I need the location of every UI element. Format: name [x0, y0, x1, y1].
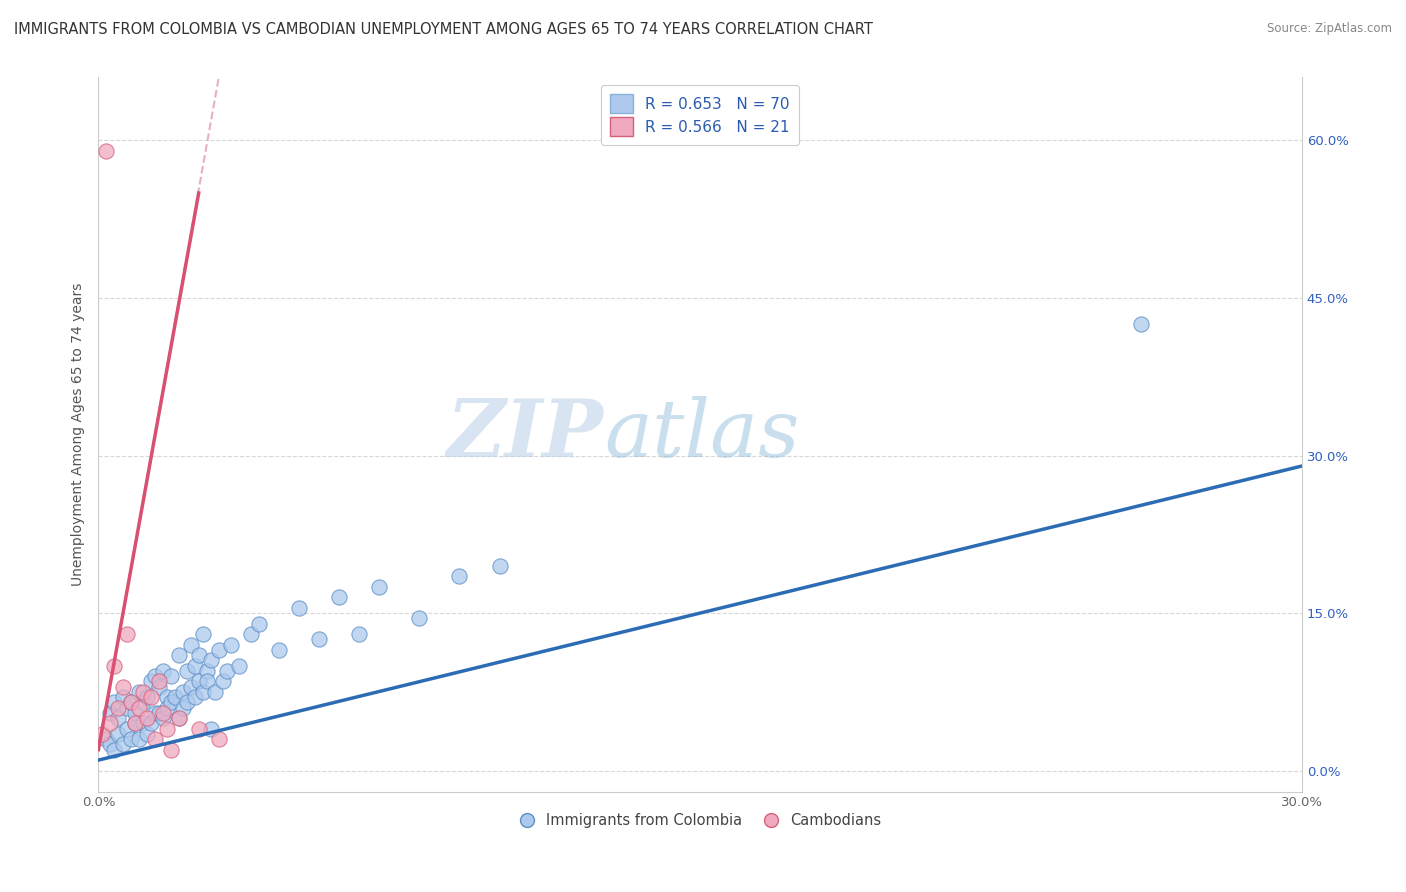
Point	[167, 711, 190, 725]
Legend: Immigrants from Colombia, Cambodians: Immigrants from Colombia, Cambodians	[513, 807, 887, 834]
Point	[488, 558, 510, 573]
Point	[195, 674, 218, 689]
Point	[120, 695, 142, 709]
Point	[135, 727, 157, 741]
Point	[131, 685, 153, 699]
Point	[111, 690, 134, 704]
Point	[152, 706, 174, 720]
Point	[191, 685, 214, 699]
Point	[368, 580, 391, 594]
Point	[183, 690, 205, 704]
Point	[124, 706, 146, 720]
Point	[228, 658, 250, 673]
Point	[120, 695, 142, 709]
Point	[219, 638, 242, 652]
Point	[156, 722, 179, 736]
Point	[111, 737, 134, 751]
Point	[143, 732, 166, 747]
Point	[115, 700, 138, 714]
Point	[107, 727, 129, 741]
Point	[100, 716, 122, 731]
Point	[143, 669, 166, 683]
Point	[100, 737, 122, 751]
Point	[215, 664, 238, 678]
Point	[131, 716, 153, 731]
Point	[103, 742, 125, 756]
Point	[107, 711, 129, 725]
Point	[163, 690, 186, 704]
Point	[200, 722, 222, 736]
Point	[96, 144, 118, 158]
Point	[211, 674, 233, 689]
Point	[204, 685, 226, 699]
Point	[187, 648, 209, 662]
Point	[167, 648, 190, 662]
Point	[172, 700, 194, 714]
Point	[195, 664, 218, 678]
Point	[187, 722, 209, 736]
Point	[200, 653, 222, 667]
Point	[91, 727, 114, 741]
Point	[135, 690, 157, 704]
Point	[143, 706, 166, 720]
Y-axis label: Unemployment Among Ages 65 to 74 years: Unemployment Among Ages 65 to 74 years	[72, 283, 86, 586]
Point	[267, 643, 290, 657]
Point	[208, 732, 231, 747]
Text: ZIP: ZIP	[447, 396, 603, 474]
Point	[124, 716, 146, 731]
Point	[208, 643, 231, 657]
Point	[128, 732, 150, 747]
Point	[172, 685, 194, 699]
Point	[308, 632, 330, 647]
Point	[180, 680, 202, 694]
Point	[139, 690, 162, 704]
Point	[156, 700, 179, 714]
Point	[247, 616, 270, 631]
Point	[103, 658, 125, 673]
Point	[115, 627, 138, 641]
Point	[148, 674, 170, 689]
Point	[139, 674, 162, 689]
Point	[103, 695, 125, 709]
Point	[120, 732, 142, 747]
Point	[128, 685, 150, 699]
Point	[180, 638, 202, 652]
Point	[239, 627, 262, 641]
Point	[328, 591, 350, 605]
Point	[148, 680, 170, 694]
Point	[288, 600, 311, 615]
Text: Source: ZipAtlas.com: Source: ZipAtlas.com	[1267, 22, 1392, 36]
Point	[131, 695, 153, 709]
Text: atlas: atlas	[603, 396, 799, 474]
Point	[167, 711, 190, 725]
Point	[148, 706, 170, 720]
Point	[176, 664, 198, 678]
Point	[449, 569, 471, 583]
Point	[100, 706, 122, 720]
Point	[156, 690, 179, 704]
Point	[159, 695, 181, 709]
Point	[1130, 318, 1153, 332]
Point	[159, 742, 181, 756]
Point	[187, 674, 209, 689]
Point	[176, 695, 198, 709]
Point	[128, 700, 150, 714]
Point	[152, 711, 174, 725]
Point	[159, 669, 181, 683]
Point	[347, 627, 370, 641]
Point	[191, 627, 214, 641]
Point	[107, 700, 129, 714]
Point	[152, 664, 174, 678]
Point	[183, 658, 205, 673]
Point	[111, 680, 134, 694]
Text: IMMIGRANTS FROM COLOMBIA VS CAMBODIAN UNEMPLOYMENT AMONG AGES 65 TO 74 YEARS COR: IMMIGRANTS FROM COLOMBIA VS CAMBODIAN UN…	[14, 22, 873, 37]
Point	[96, 732, 118, 747]
Point	[124, 716, 146, 731]
Point	[408, 611, 430, 625]
Point	[115, 722, 138, 736]
Point	[139, 716, 162, 731]
Point	[135, 711, 157, 725]
